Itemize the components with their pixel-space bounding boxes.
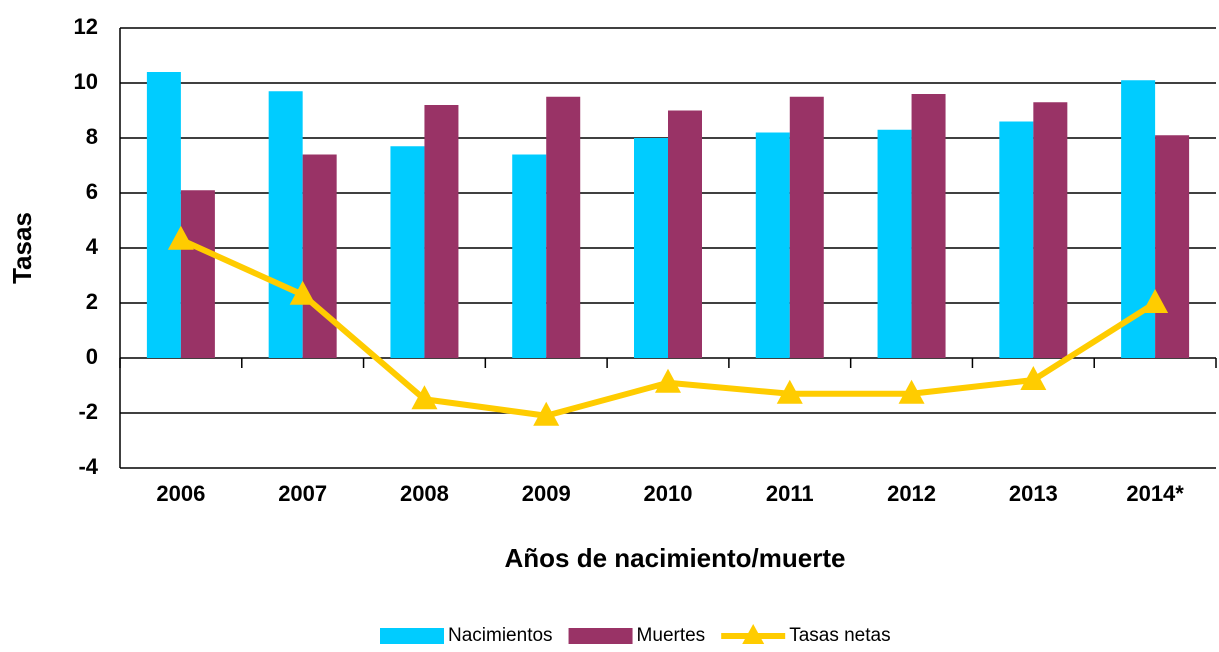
y-axis-title: Tasas	[7, 212, 37, 284]
bar	[755, 132, 790, 358]
legend-label: Nacimientos	[448, 625, 553, 646]
bar	[302, 154, 337, 358]
bar	[180, 190, 215, 358]
bar	[1033, 102, 1068, 358]
legend-label: Muertes	[637, 625, 706, 646]
bar	[668, 110, 702, 358]
y-tick-label: 12	[74, 14, 98, 39]
x-tick-label: 2007	[278, 481, 327, 506]
x-tick-label: 2011	[766, 481, 814, 506]
marker	[289, 280, 316, 305]
bar	[268, 91, 303, 358]
marker	[411, 385, 438, 410]
y-tick-label: 8	[86, 124, 98, 149]
x-tick-label: 2006	[156, 481, 205, 506]
bar	[1155, 135, 1190, 358]
bar	[546, 96, 581, 358]
x-tick-label: 2008	[400, 481, 449, 506]
y-tick-label: 2	[86, 289, 98, 314]
bar	[877, 129, 912, 358]
legend-label: Tasas netas	[789, 625, 890, 646]
legend-swatch	[380, 628, 444, 644]
bar	[999, 121, 1034, 358]
y-tick-label: 10	[74, 69, 98, 94]
y-tick-label: 6	[86, 179, 98, 204]
bar	[512, 154, 547, 358]
y-tick-label: -4	[78, 454, 98, 479]
bar	[911, 94, 946, 358]
bar	[634, 138, 668, 358]
marker	[655, 368, 681, 393]
x-tick-label: 2012	[887, 481, 936, 506]
bar	[146, 72, 181, 358]
marker	[167, 225, 194, 250]
marker	[1142, 289, 1169, 313]
legend-swatch	[742, 624, 765, 644]
marker	[776, 379, 803, 404]
bar	[789, 96, 824, 358]
y-tick-label: 4	[86, 234, 99, 259]
x-axis-title: Años de nacimiento/muerte	[505, 543, 846, 573]
bar	[390, 146, 425, 358]
bar	[424, 105, 459, 358]
marker	[1020, 366, 1047, 390]
x-tick-label: 2009	[522, 481, 571, 506]
marker	[898, 379, 925, 404]
x-tick-label: 2014*	[1126, 481, 1184, 506]
y-tick-label: 0	[86, 344, 98, 369]
x-tick-label: 2013	[1009, 481, 1058, 506]
marker	[533, 401, 560, 426]
y-tick-label: -2	[78, 399, 98, 424]
legend-swatch	[568, 628, 633, 644]
x-tick-label: 2010	[644, 481, 693, 506]
